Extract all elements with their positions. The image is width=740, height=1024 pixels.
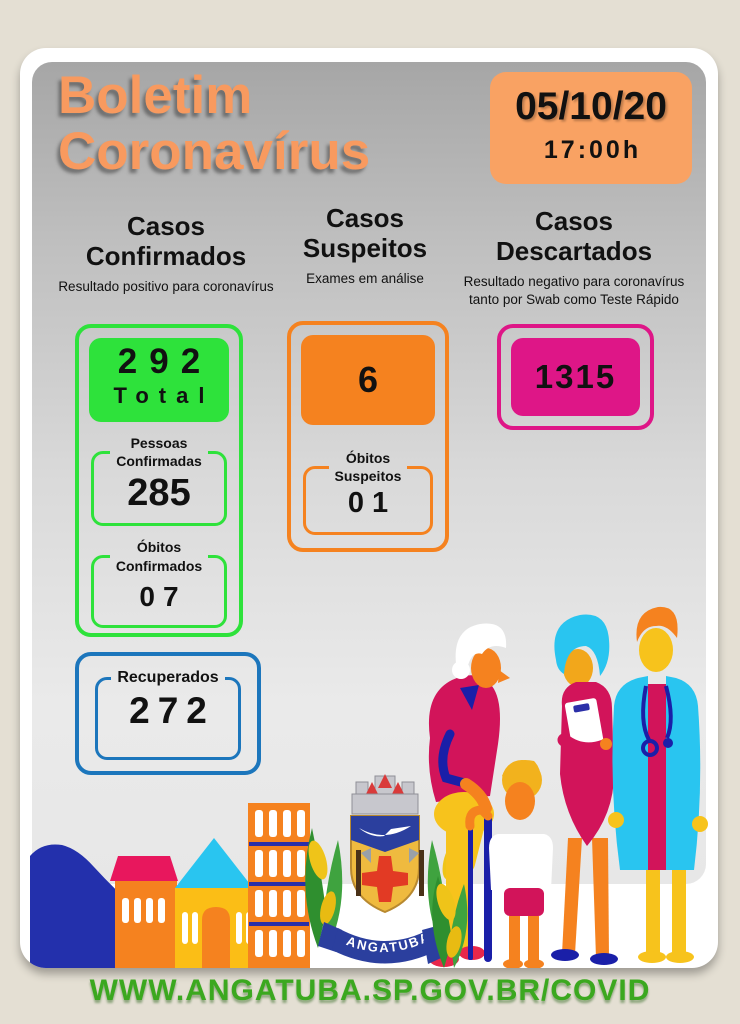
footer-url: WWW.ANGATUBA.SP.GOV.BR/COVID xyxy=(89,974,651,1007)
suspected-title: Casos Suspeitos xyxy=(302,203,428,263)
bulletin-date: 05/10/20 xyxy=(515,85,667,128)
corn-left xyxy=(305,828,343,948)
title-line-2: Coronavírus xyxy=(58,122,371,182)
corn-front xyxy=(422,876,468,968)
confirmed-deaths-box: Óbitos Confirmados 07 xyxy=(91,538,227,628)
recovered-box: Recuperados 272 xyxy=(95,668,241,760)
discarded-stat-box: 1315 xyxy=(497,324,654,430)
confirmed-stat-box: 292 Total Pessoas Confirmadas 285 Óbitos… xyxy=(75,324,243,637)
confirmed-deaths-label: Óbitos Confirmados xyxy=(115,539,203,574)
building-tall xyxy=(248,803,310,968)
suspected-deaths-value: 01 xyxy=(347,487,397,520)
suspected-deaths-label: Óbitos Suspeitos xyxy=(334,450,402,485)
suspected-stat-box: 6 Óbitos Suspeitos 01 xyxy=(287,321,449,552)
confirmed-deaths-value: 07 xyxy=(139,580,187,612)
confirmed-people-value: 285 xyxy=(127,472,191,515)
title-line-1: Boletim xyxy=(58,66,253,125)
bulletin-card: Boletim Coronavírus 05/10/20 17:00h Caso… xyxy=(20,48,718,968)
page-title: Boletim Coronavírus xyxy=(58,66,371,182)
recovered-value: 272 xyxy=(129,689,215,731)
suspected-total-box: 6 xyxy=(301,335,435,425)
confirmed-total-value: 292 xyxy=(117,342,213,381)
mural-crown xyxy=(351,774,419,815)
suspected-header: Casos Suspeitos Exames em análise xyxy=(258,203,472,288)
discarded-total-value: 1315 xyxy=(534,358,617,395)
confirmed-title: Casos Confirmados xyxy=(85,211,247,271)
shield xyxy=(350,815,424,914)
child-figure xyxy=(489,760,553,968)
suspected-subtitle: Exames em análise xyxy=(306,271,424,287)
confirmed-people-label: Pessoas Confirmadas xyxy=(116,435,202,470)
recovered-label: Recuperados xyxy=(117,669,219,686)
confirmed-total-label: Total xyxy=(113,383,215,408)
gray-panel: Boletim Coronavírus 05/10/20 17:00h Caso… xyxy=(32,62,706,884)
confirmed-header: Casos Confirmados Resultado positivo par… xyxy=(50,211,282,296)
discarded-subtitle: Resultado negativo para coronavírus tant… xyxy=(463,274,685,307)
building-church xyxy=(175,838,253,968)
discarded-total-box: 1315 xyxy=(511,338,640,416)
suspected-deaths-box: Óbitos Suspeitos 01 xyxy=(303,449,433,535)
confirmed-subtitle: Resultado positivo para coronavírus xyxy=(58,279,274,295)
suspected-total-value: 6 xyxy=(357,359,379,400)
recovered-stat-box: Recuperados 272 xyxy=(75,652,261,775)
discarded-title: Casos Descartados xyxy=(495,206,653,266)
building-pink-roof xyxy=(110,856,178,968)
confirmed-total-box: 292 Total xyxy=(89,338,229,422)
city-illustration: ANGATUBA xyxy=(30,606,708,968)
bulletin-time: 17:00h xyxy=(543,136,642,164)
confirmed-people-box: Pessoas Confirmadas 285 xyxy=(91,434,227,527)
nurse-figure xyxy=(551,614,618,965)
discarded-header: Casos Descartados Resultado negativo par… xyxy=(452,206,696,308)
doctor-figure xyxy=(608,606,708,963)
date-box: 05/10/20 17:00h xyxy=(490,72,692,184)
